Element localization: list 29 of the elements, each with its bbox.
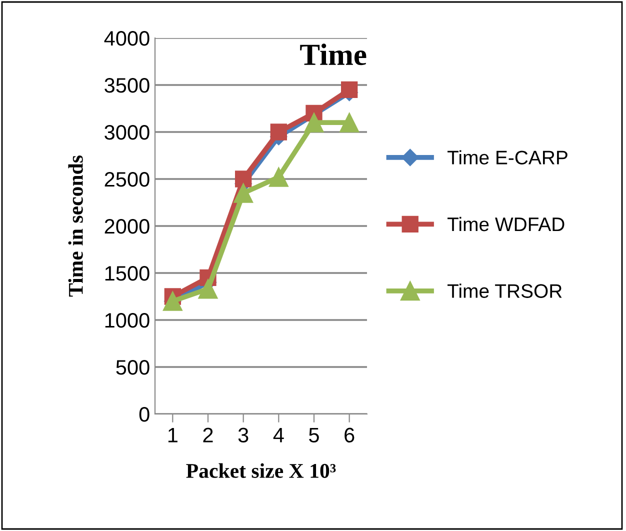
point bbox=[198, 279, 218, 299]
y-tick-label: 1000 bbox=[105, 313, 150, 328]
point bbox=[340, 112, 360, 132]
x-axis-title: Packet size X 10³ bbox=[186, 463, 336, 478]
y-axis-title: Time in seconds bbox=[68, 156, 83, 297]
y-tick-label: 1500 bbox=[105, 266, 150, 281]
x-tick-label: 1 bbox=[168, 428, 178, 442]
y-tick-label: 2000 bbox=[104, 219, 150, 234]
x-tick-label: 5 bbox=[309, 428, 319, 442]
point bbox=[304, 112, 324, 132]
y-tick-label: 3500 bbox=[104, 78, 150, 93]
legend-label: Time TRSOR bbox=[448, 284, 562, 298]
point bbox=[234, 183, 254, 203]
y-tick-label: 500 bbox=[116, 360, 150, 375]
x-tick-label: 4 bbox=[273, 428, 284, 442]
point bbox=[341, 81, 358, 98]
y-tick-label: 2500 bbox=[104, 172, 150, 187]
y-tick-label: 4000 bbox=[104, 31, 150, 46]
y-tick-label: 0 bbox=[139, 407, 150, 422]
x-tick-label: 3 bbox=[238, 428, 248, 442]
y-tick-label: 3000 bbox=[104, 125, 150, 140]
x-tick-label: 2 bbox=[203, 428, 213, 442]
chart-title: Time bbox=[300, 44, 366, 66]
point bbox=[235, 170, 252, 188]
point bbox=[270, 124, 287, 140]
legend-label: Time E-CARP bbox=[448, 150, 568, 164]
point bbox=[268, 167, 288, 187]
legend-label: Time WDFAD bbox=[448, 216, 564, 232]
x-tick-label: 6 bbox=[344, 428, 354, 442]
